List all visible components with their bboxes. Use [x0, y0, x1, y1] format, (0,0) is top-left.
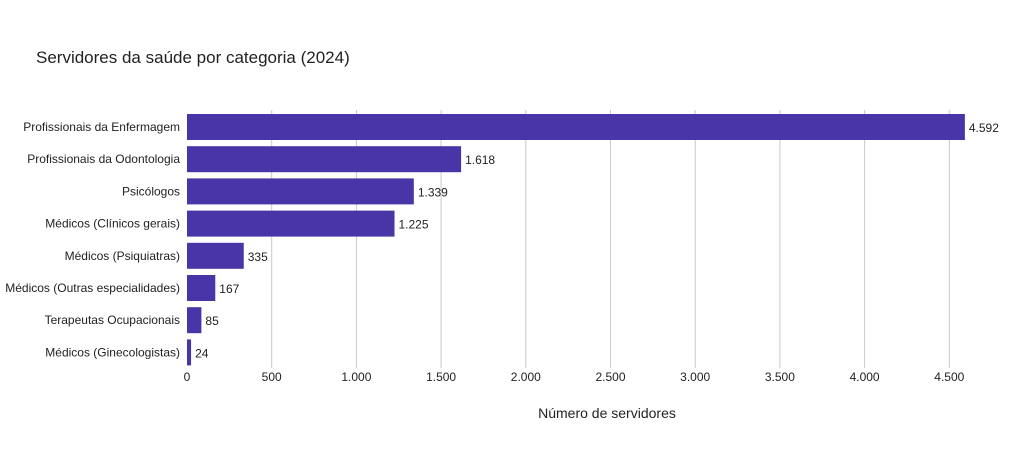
x-tick-label: 1.500 [426, 370, 456, 384]
value-label: 1.225 [399, 218, 429, 232]
x-tick-label: 2.000 [511, 370, 541, 384]
bar [187, 178, 414, 205]
category-label: Profissionais da Odontologia [27, 152, 180, 166]
category-label: Psicólogos [122, 184, 180, 198]
bar [187, 114, 965, 140]
category-labels: Profissionais da Enfermagem Profissionais… [5, 120, 180, 359]
category-label: Médicos (Outras especialidades) [5, 281, 180, 295]
value-label: 335 [248, 250, 268, 264]
x-tick-label: 500 [262, 370, 282, 384]
bar [187, 146, 462, 173]
value-labels: 4.592 1.618 1.339 1.225 335 167 85 24 [195, 121, 999, 360]
value-label: 167 [219, 282, 239, 296]
category-label: Médicos (Clínicos gerais) [45, 217, 180, 231]
bars [187, 114, 965, 366]
bar [187, 275, 216, 301]
category-label: Médicos (Psiquiatras) [65, 249, 180, 263]
x-tick-label: 0 [184, 370, 191, 384]
value-label: 24 [195, 346, 209, 360]
category-label: Profissionais da Enfermagem [23, 120, 180, 134]
category-label: Médicos (Ginecologistas) [45, 345, 180, 359]
x-tick-label: 3.000 [680, 370, 710, 384]
value-label: 4.592 [969, 121, 999, 135]
x-tick-labels: 0 500 1.000 1.500 2.000 2.500 3.000 3.500 4.000 4… [184, 370, 965, 384]
x-tick-label: 2.500 [595, 370, 625, 384]
x-tick-label: 3.500 [765, 370, 795, 384]
bar [187, 339, 192, 366]
value-label: 85 [205, 314, 219, 328]
bar [187, 210, 395, 237]
category-label: Terapeutas Ocupacionais [45, 313, 180, 327]
value-label: 1.618 [465, 153, 495, 167]
x-tick-label: 4.000 [850, 370, 880, 384]
chart-title: Servidores da saúde por categoria (2024) [36, 48, 350, 67]
x-axis-label: Número de servidores [538, 405, 676, 421]
bar [187, 307, 202, 334]
x-tick-label: 4.500 [934, 370, 964, 384]
value-label: 1.339 [418, 185, 448, 199]
x-tick-label: 1.000 [341, 370, 371, 384]
grid-lines [271, 110, 950, 368]
bar [187, 242, 244, 269]
